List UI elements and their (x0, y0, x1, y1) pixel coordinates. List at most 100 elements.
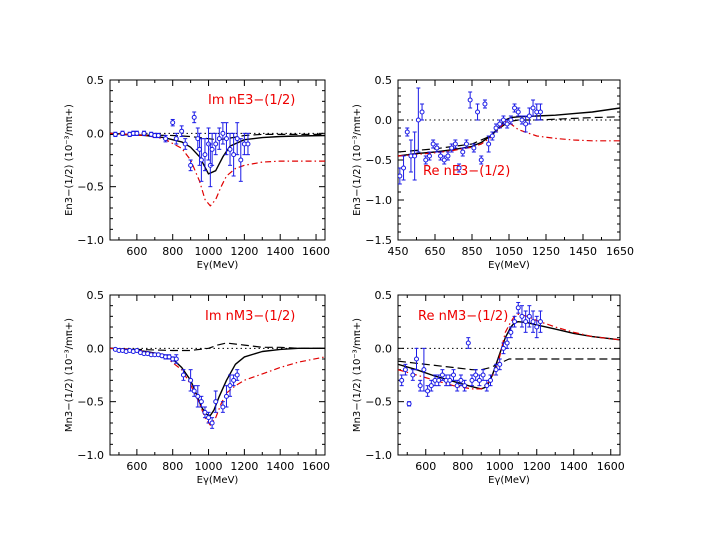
data-marker (452, 141, 458, 147)
data-point (170, 118, 176, 127)
data-marker (234, 372, 240, 378)
x-tick-label: 1600 (302, 460, 330, 473)
y-axis-label: En3−(1/2) (10⁻³/mπ+) (64, 104, 75, 216)
data-point (523, 310, 529, 333)
data-marker (447, 377, 453, 383)
data-point (482, 99, 488, 109)
data-marker (526, 113, 532, 119)
y-tick-label: 0.5 (375, 74, 393, 87)
data-point (223, 385, 229, 408)
data-marker (519, 313, 525, 319)
data-marker (465, 340, 471, 346)
data-point (398, 167, 403, 185)
data-point (452, 139, 458, 149)
data-marker (449, 145, 455, 151)
data-marker (198, 157, 204, 163)
panel-1: 600 800 1000 1200 1400 1600 −1.0 −0.5 0.0 0.5 Eγ(M… (64, 74, 330, 271)
data-marker (486, 141, 492, 147)
data-point (231, 374, 237, 387)
data-marker (209, 420, 215, 426)
data-marker (434, 145, 440, 151)
data-marker (480, 372, 486, 378)
panel-annotation: Re nM3−(1/2) (418, 309, 508, 324)
data-marker (134, 130, 140, 136)
y-tick-label: −1.0 (77, 449, 104, 462)
x-tick-label: 850 (462, 245, 483, 258)
data-marker (441, 157, 447, 163)
data-marker (482, 101, 488, 107)
data-point (469, 374, 475, 387)
data-point (223, 122, 229, 156)
data-marker (508, 329, 514, 335)
curve-dashed (110, 133, 325, 141)
data-point (188, 159, 194, 172)
data-marker (484, 383, 490, 389)
data-point (148, 131, 154, 138)
data-point (465, 337, 471, 349)
data-marker (488, 377, 493, 383)
data-point (202, 138, 208, 172)
data-marker (523, 319, 529, 325)
data-point (530, 99, 536, 117)
data-point (456, 163, 462, 173)
data-point (234, 369, 240, 381)
data-point (213, 132, 219, 156)
curve-dashed (398, 116, 620, 153)
data-marker (227, 146, 233, 152)
x-tick-label: 1650 (606, 245, 634, 258)
data-marker (467, 97, 473, 103)
x-tick-label: 600 (415, 460, 436, 473)
data-point (401, 155, 407, 181)
data-point (408, 139, 414, 173)
data-point (430, 139, 436, 149)
plot-frame (109, 79, 326, 241)
x-tick-label: 450 (388, 245, 409, 258)
x-tick-label: 1000 (195, 460, 223, 473)
data-marker (195, 393, 201, 399)
data-marker (213, 399, 219, 405)
y-tick-label: 0.5 (375, 289, 393, 302)
data-marker (504, 121, 510, 127)
data-marker (410, 372, 416, 378)
data-marker (458, 377, 464, 383)
data-point (489, 131, 495, 141)
data-point (227, 132, 233, 166)
data-point (163, 354, 169, 360)
data-marker (530, 105, 536, 111)
data-marker (515, 109, 521, 115)
curve-dashed (398, 358, 620, 371)
data-marker (198, 399, 204, 405)
curve-solid (110, 347, 325, 417)
data-marker (163, 136, 169, 142)
data-point (406, 401, 412, 407)
plot-frame (397, 294, 621, 456)
data-marker (497, 361, 503, 367)
data-marker (112, 131, 118, 137)
curve-dashdot (110, 347, 325, 426)
data-marker (508, 117, 514, 123)
plot-area (110, 111, 325, 207)
y-axis-label: En3−(1/2) (10⁻³/mπ+) (352, 104, 363, 216)
x-tick-label: 1000 (486, 460, 514, 473)
y-tick-label: −0.5 (365, 396, 392, 409)
data-marker (456, 165, 462, 171)
data-point (134, 347, 140, 353)
data-marker (206, 415, 212, 421)
data-point (454, 379, 460, 392)
y-tick-label: 0.5 (87, 289, 105, 302)
data-point (182, 138, 188, 150)
data-point (410, 369, 416, 381)
data-point (137, 350, 143, 356)
panel-3: 600 800 1000 1200 1400 1600 −1.0 −0.5 0.0 0.5 Eγ(M… (64, 289, 330, 486)
data-marker (419, 109, 425, 115)
y-tick-label: 0.5 (87, 74, 105, 87)
data-point (441, 155, 447, 165)
data-marker (216, 136, 222, 142)
curve-dashdot (110, 132, 325, 207)
data-marker (412, 153, 418, 159)
data-marker (188, 162, 194, 168)
data-marker (213, 141, 219, 147)
plot-area (398, 301, 620, 407)
data-point (191, 111, 197, 124)
x-tick-label: 800 (162, 245, 183, 258)
